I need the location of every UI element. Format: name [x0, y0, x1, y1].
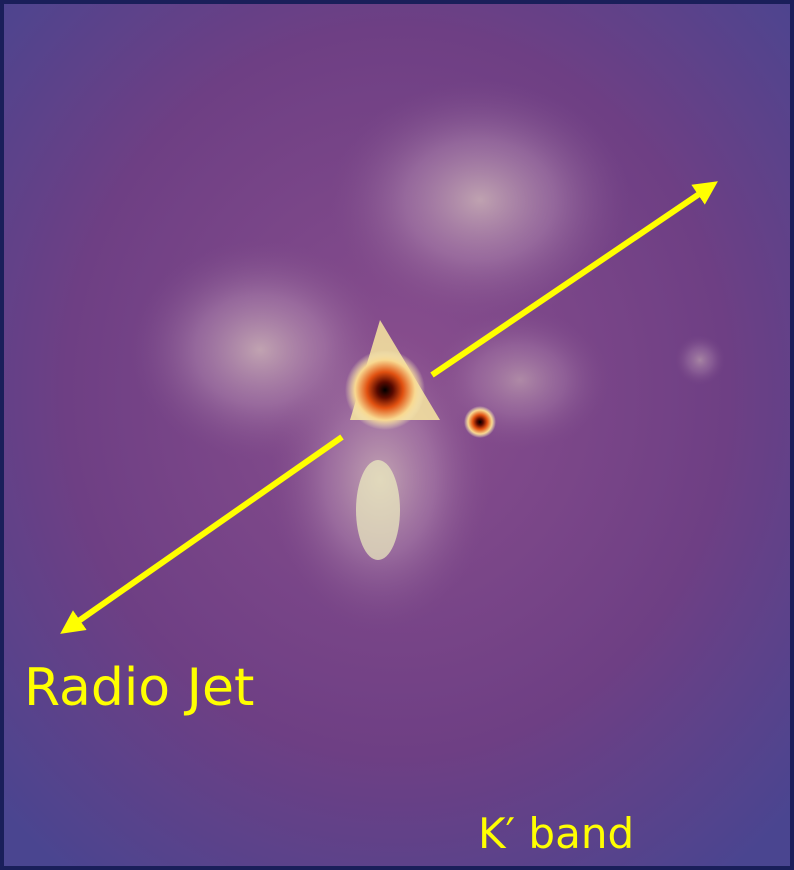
jet-arrow [430, 181, 718, 378]
nucleus [345, 350, 425, 430]
nebula [430, 310, 610, 450]
label: K′ band [478, 809, 634, 858]
label: Radio Jet [24, 658, 254, 718]
jet-arrow [60, 434, 344, 634]
nebula [675, 335, 725, 385]
nebula [330, 80, 630, 320]
companion [464, 406, 496, 438]
filament [356, 460, 400, 560]
